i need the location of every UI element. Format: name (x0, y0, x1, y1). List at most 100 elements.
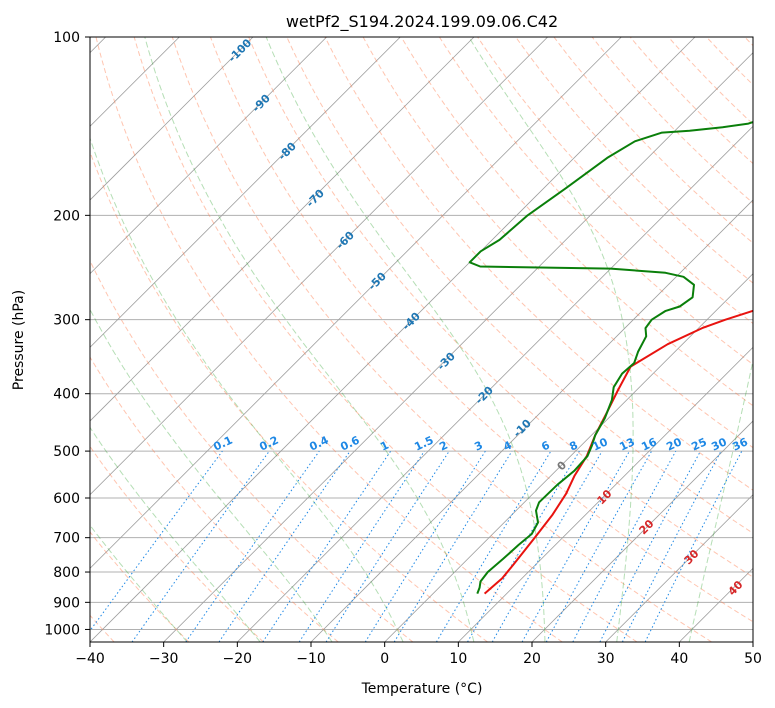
mixing-ratio-label: 25 (689, 435, 708, 453)
mixing-ratio-line (131, 450, 270, 642)
dry-adiabat-line (133, 37, 638, 642)
temperature-profile-line (483, 309, 753, 595)
moist-adiabat-line (90, 136, 404, 642)
x-axis-tick-label: −10 (296, 651, 326, 667)
isotherm-line (531, 420, 753, 642)
mixing-ratio-label: 13 (617, 435, 636, 453)
dry-adiabat-line (286, 37, 753, 534)
y-axis-tick-label: 900 (53, 595, 80, 611)
moist-adiabat-line (90, 524, 188, 642)
y-axis-tick-label: 600 (53, 491, 80, 507)
y-axis-tick-label: 1000 (44, 622, 80, 638)
dry-adiabat-line (90, 356, 339, 642)
dry-adiabat-line (90, 531, 190, 642)
dry-adiabat-line (90, 150, 488, 642)
dry-adiabat-line (553, 37, 753, 244)
moist-adiabat-line (144, 37, 475, 642)
sounding-lines (468, 120, 753, 595)
y-axis-tick-label: 100 (53, 30, 80, 46)
moist-adiabat-line (468, 37, 634, 642)
moist-adiabat-label: 10 (595, 487, 615, 507)
chart-title: wetPf2_S194.2024.199.09.06.C42 (286, 12, 558, 32)
isotherm-line (163, 52, 753, 642)
dry-adiabat-line (362, 37, 753, 449)
mixing-ratio-line (218, 450, 351, 642)
mixing-ratio-line (435, 450, 552, 642)
dry-adiabat-line (171, 37, 712, 642)
x-axis-tick-label: 10 (449, 651, 467, 667)
dry-adiabat-line (324, 37, 753, 491)
mixing-ratio-line (644, 450, 743, 642)
isotherm-label: -90 (250, 92, 273, 115)
x-axis-tick-label: 40 (670, 651, 688, 667)
isotherm-line (90, 37, 475, 422)
isotherm-line (310, 199, 753, 642)
mixing-ratio-line (393, 450, 513, 642)
y-axis-tick-label: 500 (53, 444, 80, 460)
y-axis-title: Pressure (hPa) (11, 290, 27, 390)
moist-adiabat-label: 30 (682, 547, 702, 567)
plot-frame (89, 36, 754, 643)
mixing-ratio-label: 30 (709, 435, 729, 453)
mixing-ratio-label: 20 (664, 435, 684, 453)
isotherm-label: -10 (511, 417, 534, 440)
dry-adiabat-line (210, 37, 753, 623)
x-axis-tick-label: −30 (149, 651, 179, 667)
mixing-ratio-line (90, 450, 223, 632)
y-axis-tick-label: 400 (53, 387, 80, 403)
x-axis-tick-label: 50 (744, 651, 762, 667)
mixing-ratio-line (621, 450, 722, 642)
isotherm-line (90, 37, 622, 569)
y-axis-tick-label: 300 (53, 313, 80, 329)
isotherm-line (90, 37, 327, 275)
moist-adiabat-label: 0 (555, 458, 570, 473)
mixing-ratio-line (325, 450, 450, 642)
mixing-ratio-label: 0.6 (338, 433, 361, 453)
isotherm-label: -80 (276, 140, 299, 163)
moist-adiabat-line (688, 358, 753, 642)
x-axis-tick-label: −40 (75, 651, 105, 667)
isotherm-label: -30 (435, 350, 458, 373)
mixing-ratio-line (545, 450, 653, 642)
chart-line-labels: 0.1 0.2 0.4 0.6 1 1.5 2 3 4 6 8 10 13 16 20 25 30 36-100-… (211, 36, 750, 598)
dry-adiabat-line (744, 37, 753, 47)
mixing-ratio-line (262, 450, 392, 642)
dry-adiabat-line (90, 445, 264, 642)
dry-adiabat-line (591, 37, 753, 204)
x-axis-title: Temperature (°C) (361, 681, 483, 697)
mixing-ratio-label: 36 (730, 435, 750, 453)
x-axis-tick-label: 30 (597, 651, 615, 667)
isotherm-line (237, 125, 753, 642)
mixing-ratio-line (599, 450, 701, 642)
isotherm-label: -70 (304, 187, 327, 210)
background-lines (90, 37, 753, 642)
y-axis-tick-label: 800 (53, 565, 80, 581)
x-axis-tick-label: 0 (380, 651, 389, 667)
x-axis-tick-label: 20 (523, 651, 541, 667)
isotherm-line (458, 346, 753, 642)
y-axis-tick-label: 200 (53, 208, 80, 224)
isotherm-line (90, 37, 401, 348)
mixing-ratio-label: 0.4 (307, 433, 330, 453)
moist-adiabat-line (265, 37, 546, 642)
dry-adiabat-line (248, 37, 753, 578)
x-axis-tick-label: −20 (223, 651, 253, 667)
axes: −40 −30 −20 −10 0 10 20 30 40 5010020030040050060… (44, 30, 762, 667)
mixing-ratio-label: 0.2 (257, 434, 280, 454)
isotherm-line (90, 37, 254, 201)
mixing-ratio-label: 10 (590, 435, 610, 453)
moist-adiabat-label: 40 (726, 578, 746, 598)
mixing-ratio-label: 16 (639, 435, 659, 453)
isotherm-line (90, 37, 696, 642)
isotherm-line (605, 494, 753, 642)
mixing-ratio-line (521, 450, 630, 642)
y-axis-tick-label: 700 (53, 531, 80, 547)
dry-adiabat-line (95, 37, 563, 642)
dry-adiabat-line (477, 37, 753, 325)
mixing-ratio-label: 0.1 (211, 434, 234, 454)
dry-adiabat-line (90, 259, 414, 642)
isotherm-label: -40 (400, 310, 423, 333)
mixing-ratio-label: 1.5 (412, 434, 435, 454)
dewpoint-profile-line (468, 120, 753, 594)
